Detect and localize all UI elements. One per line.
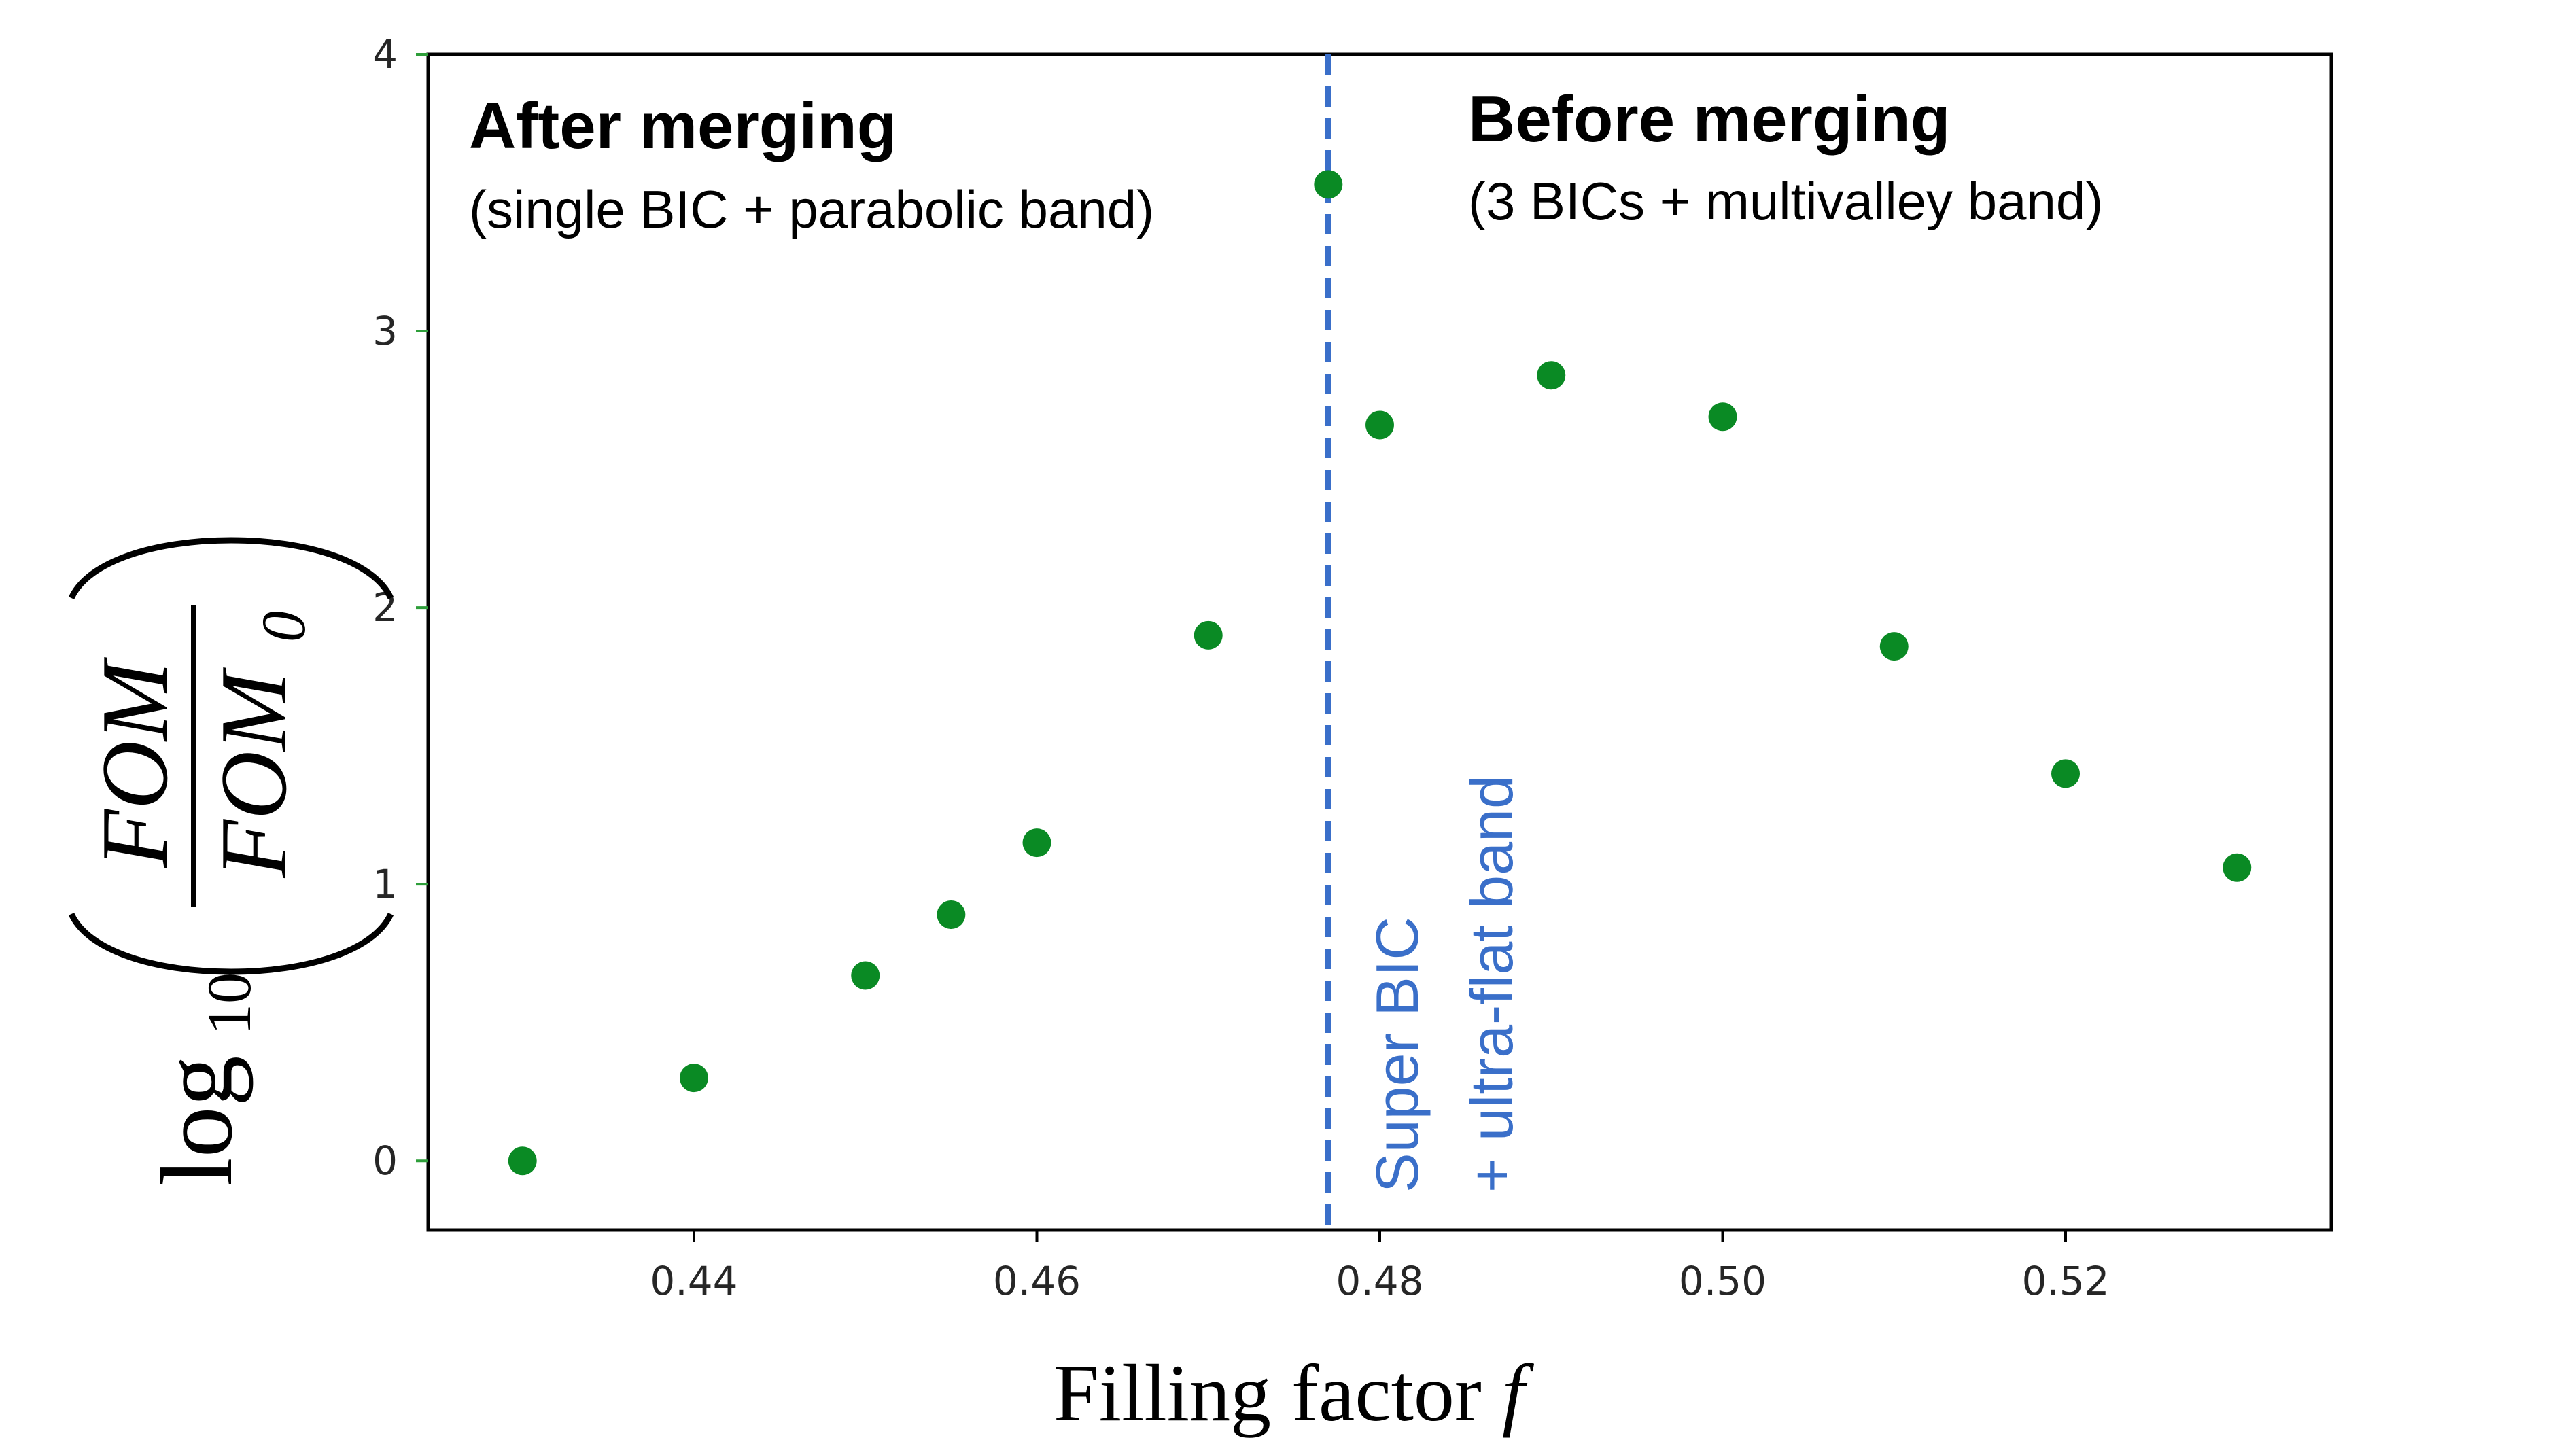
data-point — [1194, 620, 1223, 650]
data-point — [1537, 361, 1566, 390]
x-axis-label: Filling factor f — [1054, 1348, 1535, 1438]
before-merging-title: Before merging — [1468, 83, 1950, 156]
x-axis-ticks: 0.44 0.46 0.48 0.50 0.52 — [650, 1230, 2110, 1304]
y-tick-label: 0 — [372, 1138, 398, 1184]
data-point — [679, 1064, 708, 1093]
data-points — [508, 170, 2252, 1176]
x-tick-label: 0.52 — [2021, 1258, 2109, 1304]
data-point — [508, 1146, 537, 1176]
y-tick-label: 4 — [372, 31, 398, 77]
y-label-denominator: FOM — [201, 667, 307, 879]
before-merging-subtitle: (3 BICs + multivalley band) — [1468, 171, 2103, 231]
y-label-denominator-subscript: 0 — [249, 611, 318, 642]
y-tick-label: 3 — [372, 308, 398, 354]
x-tick-label: 0.46 — [993, 1258, 1081, 1304]
x-tick-label: 0.50 — [1679, 1258, 1766, 1304]
data-point — [1708, 402, 1737, 432]
after-merging-title: After merging — [469, 90, 897, 162]
data-point — [1365, 410, 1394, 440]
data-point — [1879, 632, 1909, 661]
y-axis-label: log 10 FOM FOM 0 — [68, 537, 394, 1186]
y-tick-label: 1 — [372, 861, 398, 907]
y-label-right-paren — [68, 537, 394, 600]
y-label-log: log — [141, 1055, 254, 1186]
x-tick-label: 0.48 — [1336, 1258, 1423, 1304]
data-point — [1022, 828, 1051, 858]
vline-label-line1: Super BIC — [1363, 917, 1431, 1193]
data-point — [937, 900, 966, 929]
data-point — [851, 961, 880, 990]
data-point — [2223, 853, 2252, 882]
y-label-numerator: FOM — [82, 656, 188, 868]
x-tick-label: 0.44 — [650, 1258, 737, 1304]
after-merging-subtitle: (single BIC + parabolic band) — [469, 179, 1154, 239]
data-point — [1314, 170, 1343, 199]
y-label-log-subscript: 10 — [194, 972, 264, 1035]
y-label-left-paren — [68, 912, 394, 975]
data-point — [2051, 759, 2081, 788]
vline-label-line2: + ultra-flat band — [1458, 775, 1525, 1193]
